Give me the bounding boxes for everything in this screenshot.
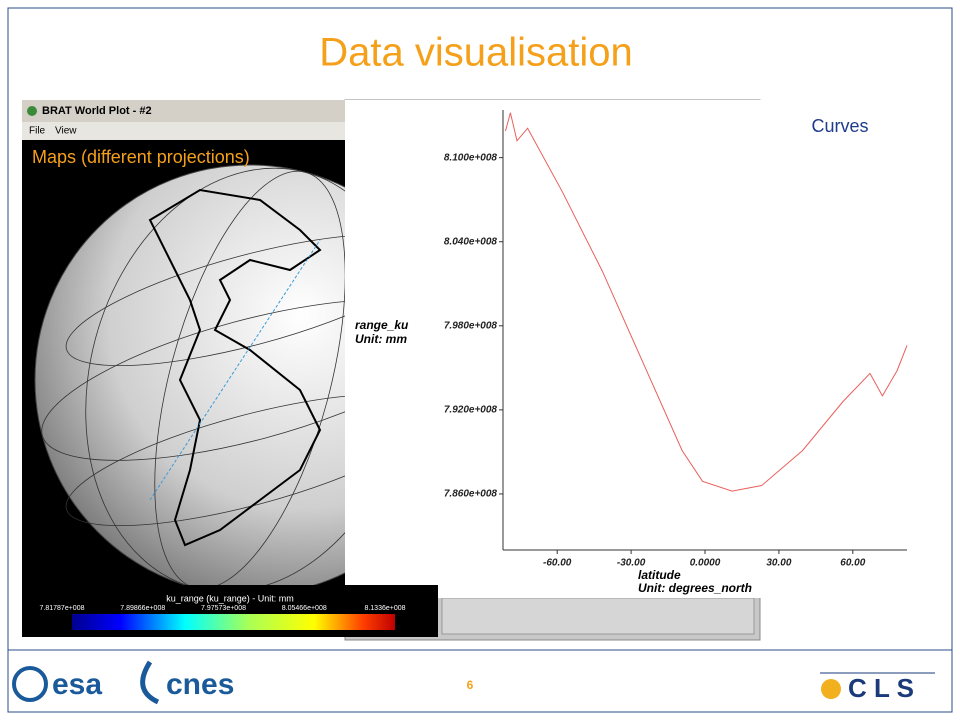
x-tick-label: 60.00 <box>840 558 865 569</box>
curves-label: Curves <box>811 116 868 136</box>
colorbar-label: 8.1336e+008 <box>364 605 405 612</box>
esa-mark <box>12 666 48 702</box>
y-tick-label: 8.040e+008 <box>444 236 498 247</box>
app-icon <box>27 106 37 116</box>
logo-esa: esa <box>52 668 102 701</box>
x-tick-label: 30.00 <box>766 558 791 569</box>
logo-cnes: cnes <box>166 668 234 701</box>
y-tick-label: 8.100e+008 <box>444 152 498 163</box>
colorbar-label: 7.89866e+008 <box>120 605 165 612</box>
x-tick-label: 0.0000 <box>690 558 721 569</box>
menu-item[interactable]: File <box>29 126 46 137</box>
window-panel <box>441 597 755 635</box>
title-bar <box>22 100 345 122</box>
logo-cls: C L S <box>848 673 914 703</box>
window-title: BRAT World Plot - #2 <box>42 105 152 117</box>
y-axis-unit: Unit: mm <box>355 332 407 346</box>
page-number: 6 <box>467 678 474 692</box>
menu-item[interactable]: View <box>55 126 77 137</box>
data-line <box>505 112 908 492</box>
x-axis-unit: Unit: degrees_north <box>638 581 752 595</box>
y-tick-label: 7.860e+008 <box>444 489 498 500</box>
menu-bar <box>22 122 345 140</box>
x-tick-label: -60.00 <box>543 558 572 569</box>
globe <box>34 164 345 585</box>
y-tick-label: 7.920e+008 <box>444 405 498 416</box>
cnes-mark <box>140 660 160 705</box>
x-tick-label: -30.00 <box>617 558 646 569</box>
colorbar-label: 8.05466e+008 <box>282 605 327 612</box>
y-tick-label: 7.980e+008 <box>444 320 498 331</box>
slide-frame <box>7 7 953 713</box>
slide-title: Data visualisation <box>319 31 633 75</box>
plot-area <box>345 100 910 598</box>
y-axis-label: range_ku <box>355 318 409 332</box>
colorbar-label: 7.97573e+008 <box>201 605 246 612</box>
colorbar-label: 7.81787e+008 <box>40 605 85 612</box>
colorbar <box>72 614 395 630</box>
map-caption: Maps (different projections) <box>32 147 250 167</box>
colorbar-title: ku_range (ku_range) - Unit: mm <box>166 593 294 603</box>
cls-mark <box>821 679 841 699</box>
x-axis-label: latitude <box>638 568 681 582</box>
